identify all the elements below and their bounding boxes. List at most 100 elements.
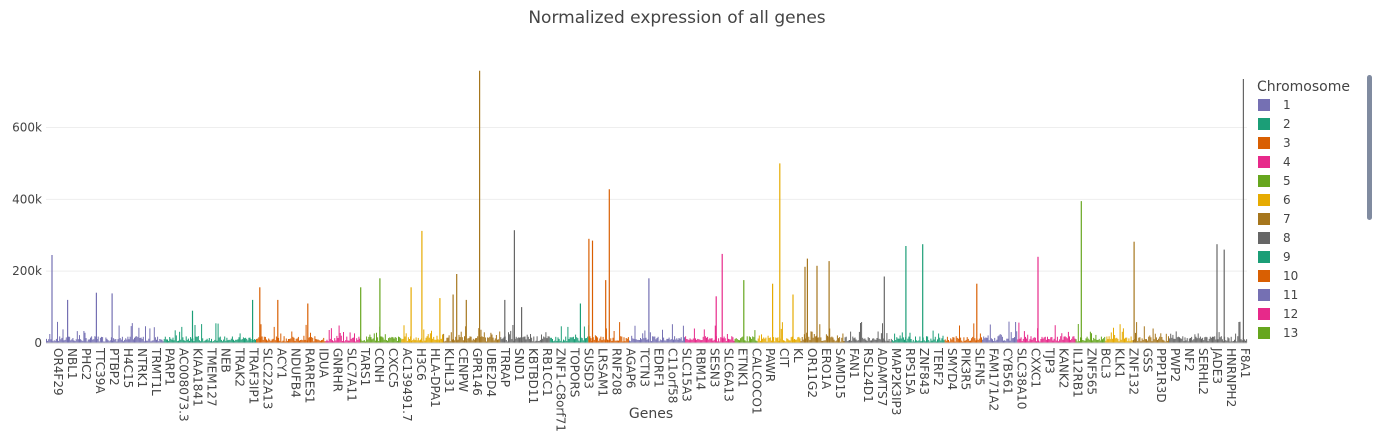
x-tick-label: H4C15 [121,348,135,388]
x-tick-label: RARRES1 [302,348,316,404]
legend-label: 4 [1283,155,1291,169]
x-tick-label: SAMD15 [833,348,847,399]
x-tick-label: GSS [1140,348,1154,373]
legend-label: 7 [1283,212,1291,226]
x-tick-label: ERO1A [819,348,833,390]
x-tick-label: KBTBD11 [526,348,540,404]
x-tick-label: H3C6 [414,348,428,381]
x-tick-label: OR11G2 [805,348,819,398]
legend-item[interactable]: 3 [1258,136,1291,150]
legend-swatch [1258,232,1270,244]
legend-swatch [1258,327,1270,339]
x-tick-label: SLC6A13 [721,348,735,402]
x-tick-label: IL12RB1 [1071,348,1085,398]
x-tick-label: FAM171A2 [987,348,1001,411]
x-tick-label: TOPORS [568,347,582,397]
x-tick-label: TRMT1L [149,347,163,396]
legend-item[interactable]: 13 [1258,326,1298,340]
x-tick-label: TJP3 [1043,347,1057,374]
x-tick-label: CIT [777,348,791,368]
x-tick-label: TMEM127 [205,347,219,407]
legend-item[interactable]: 6 [1258,193,1291,207]
x-tick-label: KLHL31 [442,348,456,394]
x-tick-label: LRSAM1 [596,348,610,397]
x-tick-label: HNRNPH2 [1224,348,1238,407]
x-tick-label: C11orf58 [666,348,680,403]
x-tick-label: SLC7A11 [344,348,358,402]
x-axis-ticks: OR4F29 NBL1 PHC2 TTC39A PTBP2 H4C15 NTRK1 TRMT1… [51,347,1252,432]
legend-title: Chromosome [1257,79,1350,95]
legend-label: 10 [1283,269,1298,283]
x-tick-label: GNRHR [330,348,344,392]
legend-label: 1 [1283,98,1291,112]
legend-label: 2 [1283,117,1291,131]
x-tick-label: PIK3R5 [959,348,973,390]
x-tick-label: KANK2 [1057,348,1071,388]
legend-item[interactable]: 1 [1258,98,1291,112]
x-tick-label: KL [791,348,805,363]
x-tick-label: UBE2D4 [484,348,498,397]
legend-scrollbar[interactable] [1367,75,1372,220]
x-tick-label: SMYD4 [945,348,959,390]
x-tick-label: AC139491.7 [400,348,414,422]
legend-label: 9 [1283,250,1291,264]
x-tick-label: NF2 [1182,348,1196,372]
x-tick-label: NEB [219,348,233,373]
x-tick-label: RNF208 [610,348,624,395]
legend-item[interactable]: 7 [1258,212,1291,226]
x-tick-label: TRAK2 [233,347,247,387]
x-tick-label: SLC15A3 [679,348,693,402]
x-tick-label: PAWR [763,348,777,382]
legend-swatch [1258,270,1270,282]
x-tick-label: ADAMTS7 [875,348,889,406]
x-tick-label: BCL3 [1098,348,1112,379]
legend-swatch [1258,251,1270,263]
x-tick-label: JADE3 [1210,347,1224,384]
x-axis-title: Genes [629,406,673,422]
x-tick-label: SLC38A10 [1015,348,1029,409]
gridlines [46,126,1247,272]
x-tick-label: SERHL2 [1196,348,1210,395]
x-tick-label: NBL1 [65,348,79,380]
legend-label: 12 [1283,307,1298,321]
legend-swatch [1258,308,1270,320]
chart-title: Normalized expression of all genes [528,8,825,28]
legend-item[interactable]: 10 [1258,269,1298,283]
legend-item[interactable]: 11 [1258,288,1298,302]
legend-swatch [1258,194,1270,206]
x-tick-label: AC008073.3 [177,348,191,422]
legend-label: 3 [1283,136,1291,150]
legend-item[interactable]: 9 [1258,250,1291,264]
x-tick-label: CXCC5 [386,348,400,388]
legend-swatch [1258,156,1270,168]
x-tick-label: EDRF1 [652,348,666,388]
legend-item[interactable]: 8 [1258,231,1291,245]
x-tick-label: ZNF1-C8orf71 [554,348,568,432]
legend-item[interactable]: 12 [1258,307,1298,321]
x-tick-label: NDUFB4 [288,348,302,398]
legend-item[interactable]: 2 [1258,117,1291,131]
legend-label: 8 [1283,231,1291,245]
legend-swatch [1258,137,1270,149]
x-tick-label: KIAA1841 [191,348,205,407]
y-tick-label: 200k [12,264,42,278]
x-tick-label: CENPW [456,348,470,392]
x-tick-label: KLK1 [1112,348,1126,378]
x-tick-label: TCTN3 [638,347,652,387]
x-tick-label: NTRK1 [135,348,149,388]
x-tick-label: SLFN5 [973,348,987,386]
x-tick-label: TRAF3IP1 [247,347,261,404]
bars [46,70,1248,343]
x-tick-label: CYB561 [1001,348,1015,395]
x-tick-label: CALCOCO1 [749,348,763,415]
x-tick-label: CCNH [372,348,386,383]
x-tick-label: SND1 [512,348,526,381]
legend-item[interactable]: 4 [1258,155,1291,169]
x-tick-label: PWP2 [1168,348,1182,382]
x-tick-label: HLA-DPA1 [428,348,442,408]
legend-label: 6 [1283,193,1291,207]
legend-item[interactable]: 5 [1258,174,1291,188]
